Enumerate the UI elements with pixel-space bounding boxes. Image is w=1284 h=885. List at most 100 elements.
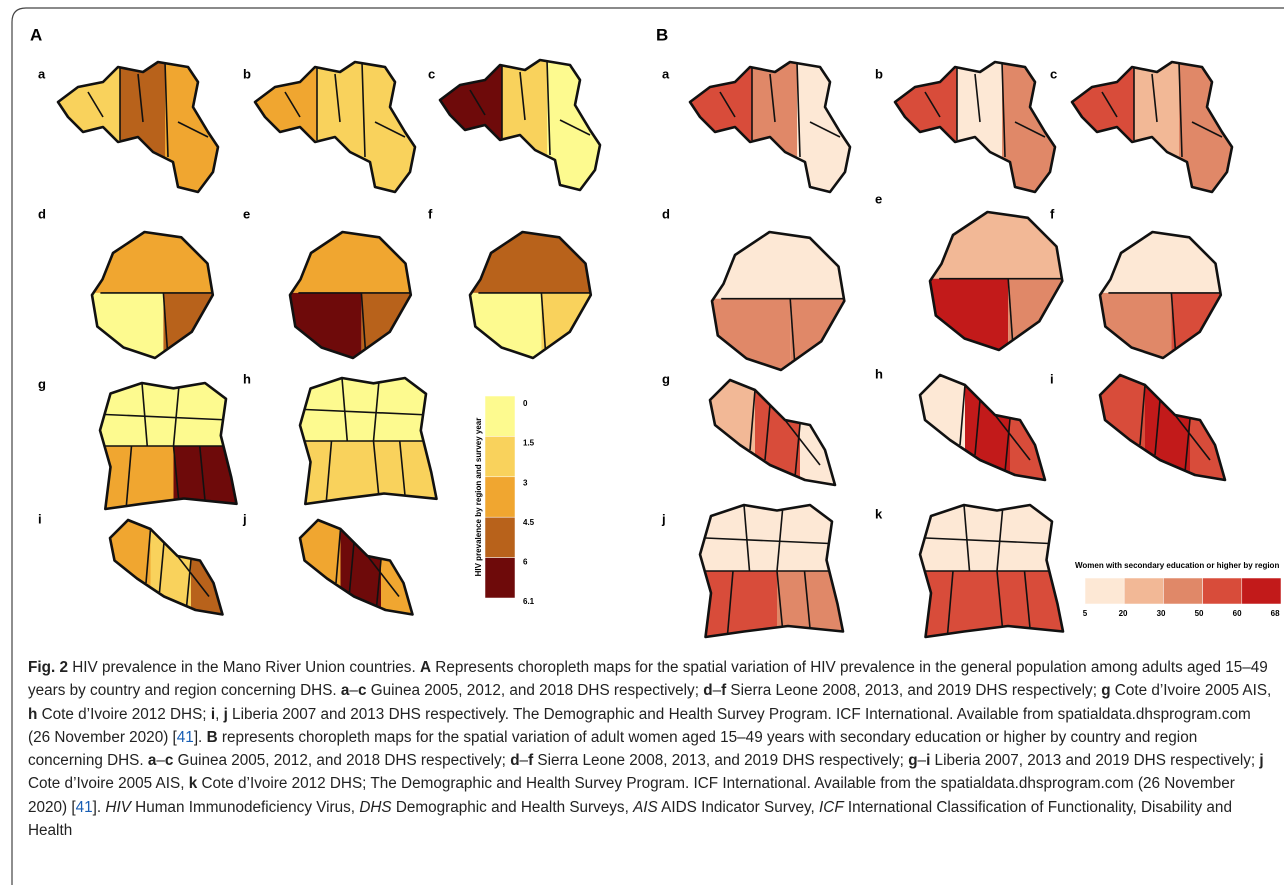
map-region [1008,279,1077,360]
map-region [440,60,502,160]
caption-text: g [1101,682,1110,699]
map-label: b [243,66,251,81]
map-region [374,441,448,515]
legend-tick: 20 [1119,609,1128,618]
caption-text: – [918,752,927,769]
caption-text: AIDS Indicator Survey, [658,799,819,816]
map-label: a [662,66,670,81]
legend-tick: 1.5 [523,439,535,448]
map-region [120,62,165,202]
map-label: d [38,206,46,221]
caption-text: – [520,752,529,769]
map-label: h [243,371,251,386]
map-label: b [875,66,883,81]
map-region [957,62,1002,202]
caption-text: ]. [194,729,207,746]
map-region [92,232,218,293]
map-region [800,380,850,500]
caption-text: – [713,682,722,699]
map-label: c [428,66,435,81]
map-region [895,62,957,162]
map-label: i [38,511,42,526]
map-label: f [1050,206,1055,221]
caption-text: Guinea 2005, 2012, and 2018 DHS respecti… [366,682,703,699]
caption-text: g [908,752,917,769]
citation-link[interactable]: 41 [177,729,194,746]
map-label: i [1050,371,1054,386]
map-region [690,62,752,162]
map-region [317,62,362,202]
map-label: h [875,366,883,381]
legend-swatch [1203,578,1242,604]
map-region [165,62,225,202]
caption-text: Liberia 2007, 2013 and 2019 DHS respecti… [930,752,1259,769]
map [712,232,859,379]
map-region [1171,293,1234,367]
map-label: e [875,191,882,206]
map-region [362,62,422,202]
map [930,212,1077,359]
panel-label: B [656,25,668,44]
map-region [997,571,1074,648]
map-region [470,232,596,293]
legend-tick: 50 [1195,609,1204,618]
legend-swatch [1085,578,1124,604]
caption-text: , [215,706,224,723]
map-region [1002,62,1062,202]
map-region [547,60,607,200]
map-region [502,60,547,200]
map-region [174,446,248,520]
map-region [752,62,797,202]
map-region [361,293,424,367]
map-region [712,232,850,299]
caption-text: DHS [359,799,391,816]
legend-swatch [485,436,515,476]
panel-label: A [30,25,42,44]
caption-text: A [420,659,431,676]
legend-swatch [485,477,515,517]
caption-text: AIS [633,799,658,816]
legend-tick: 30 [1157,609,1166,618]
map-region [1179,62,1239,202]
caption-text: d [703,682,712,699]
map-region [163,293,226,367]
legend-swatch [485,517,515,557]
caption-text: Cote d’Ivoire 2005 AIS, [1111,682,1272,699]
caption-text: Cote d’Ivoire 2012 DHS; [37,706,210,723]
map-region [777,571,854,648]
legend-swatch [1124,578,1163,604]
map-region [790,299,859,380]
caption-text: j [1259,752,1263,769]
legend-tick: 68 [1271,609,1280,618]
map-label: c [1050,66,1057,81]
map-label: g [662,371,670,386]
caption-text: – [156,752,165,769]
legend-tick: 0 [523,399,528,408]
caption-text: – [349,682,358,699]
map-region [1134,62,1179,202]
map-region [930,212,1068,279]
caption-text: B [207,729,218,746]
map-label: j [661,511,666,526]
caption-text: HIV [105,799,131,816]
map-region [1100,232,1226,293]
legend-tick: 5 [1083,609,1088,618]
map-label: e [243,206,250,221]
map [110,520,236,628]
map [300,520,426,628]
map-region [58,62,120,162]
map-region [1190,375,1240,495]
legend-title: Women with secondary education or higher… [1075,561,1279,570]
caption-text: Fig. 2 [28,659,68,676]
map-region [797,62,857,202]
caption-text: HIV prevalence in the Mano River Union c… [68,659,420,676]
citation-link[interactable]: 41 [76,799,93,816]
map [1100,375,1240,495]
caption-text: d [510,752,519,769]
caption-text: Sierra Leone 2008, 2013, and 2019 DHS re… [726,682,1101,699]
caption-text: Human Immunodeficiency Virus, [131,799,359,816]
legend-swatch [1163,578,1202,604]
map-region [290,232,416,293]
map-region [541,293,604,367]
caption-text: h [28,706,37,723]
